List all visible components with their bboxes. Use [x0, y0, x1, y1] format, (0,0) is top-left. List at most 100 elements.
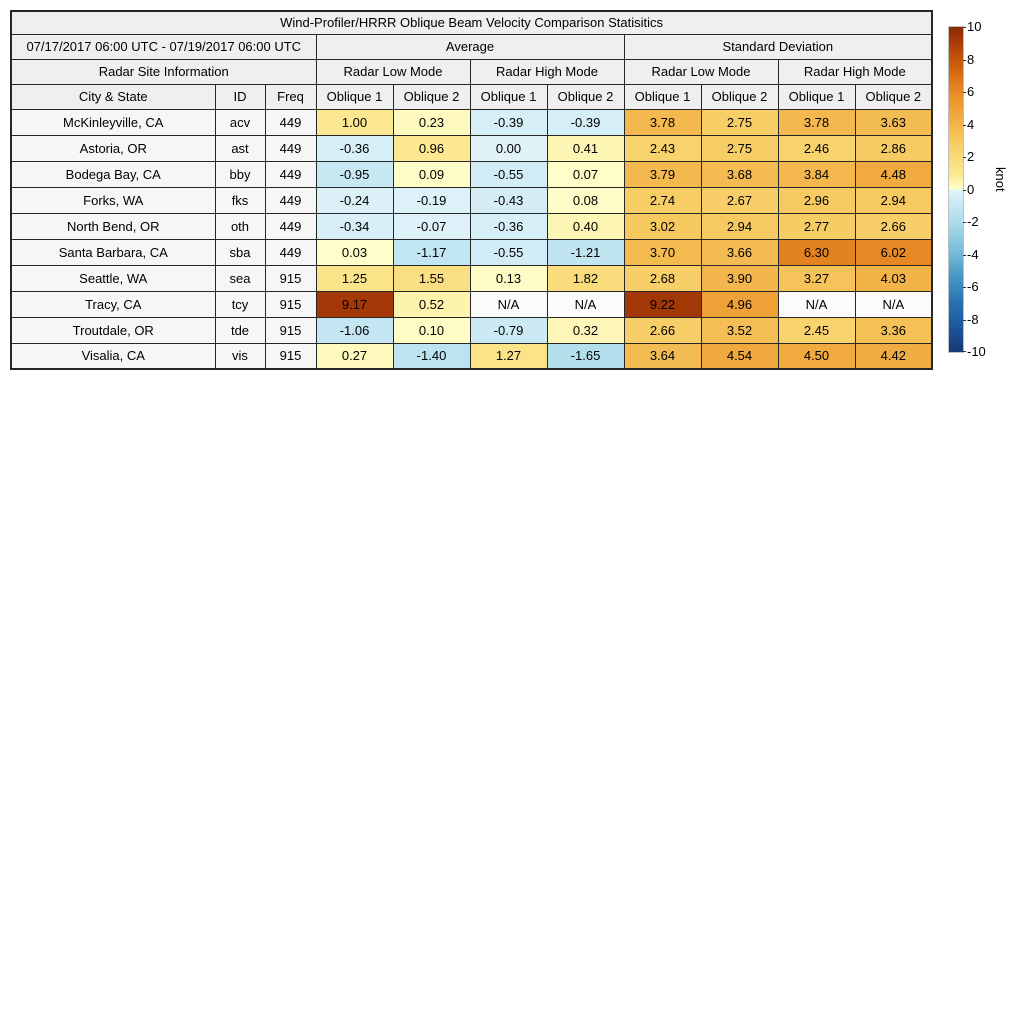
value-cell: 2.75 [700, 108, 779, 136]
value-cell: 1.00 [315, 108, 394, 136]
value-cell: 4.48 [854, 160, 933, 188]
value-cell: -0.55 [469, 160, 548, 188]
column-header-oblique: Oblique 1 [777, 83, 856, 110]
value-cell: 2.43 [623, 134, 702, 162]
value-cell: 0.41 [546, 134, 625, 162]
value-cell: -0.19 [392, 186, 471, 214]
value-cell: N/A [777, 290, 856, 318]
value-cell: 3.36 [854, 316, 933, 344]
colorbar-tickmark [963, 351, 966, 352]
column-header-city: City & State [10, 83, 216, 110]
colorbar-tick-label: -2 [967, 214, 979, 229]
site-id-cell: oth [214, 212, 266, 240]
value-cell: -0.36 [469, 212, 548, 240]
average-section-header: Average [315, 33, 625, 60]
site-id-cell: ast [214, 134, 266, 162]
table-row: Visalia, CA vis 915 0.27 -1.40 1.27 -1.65 3.64 4… [10, 342, 933, 370]
value-cell: 6.30 [777, 238, 856, 266]
value-cell: 4.03 [854, 264, 933, 292]
value-cell: 3.27 [777, 264, 856, 292]
value-cell: -1.06 [315, 316, 394, 344]
site-id-cell: vis [214, 342, 266, 370]
table-row: McKinleyville, CA acv 449 1.00 0.23 -0.39 -0.3… [10, 108, 933, 136]
column-header-oblique: Oblique 2 [392, 83, 471, 110]
value-cell: 3.79 [623, 160, 702, 188]
value-cell: 2.67 [700, 186, 779, 214]
city-cell: Bodega Bay, CA [10, 160, 216, 188]
colorbar-tick-label: 4 [967, 116, 975, 132]
colorbar-tick-label: 2 [967, 149, 975, 164]
value-cell: 0.10 [392, 316, 471, 344]
value-cell: 2.96 [777, 186, 856, 214]
colorbar-gradient [948, 26, 964, 353]
column-header-oblique: Oblique 2 [700, 83, 779, 110]
column-header-oblique: Oblique 2 [546, 83, 625, 110]
site-id-cell: fks [214, 186, 266, 214]
value-cell: -0.36 [315, 134, 394, 162]
colorbar-tickmark [963, 59, 966, 61]
city-cell: Forks, WA [10, 186, 216, 214]
value-cell: -0.95 [315, 160, 394, 188]
section-header-row: 07/17/2017 06:00 UTC - 07/19/2017 06:00 … [10, 33, 933, 60]
column-header-oblique: Oblique 1 [315, 83, 394, 110]
table-row: Troutdale, OR tde 915 -1.06 0.10 -0.79 0.32 2.6… [10, 316, 933, 344]
value-cell: 2.66 [623, 316, 702, 344]
value-cell: 0.03 [315, 238, 394, 266]
value-cell: 3.70 [623, 238, 702, 266]
mode-header-std-high: Radar High Mode [777, 58, 933, 85]
freq-cell: 449 [264, 160, 317, 188]
mode-header-row: Radar Site Information Radar Low Mode Ra… [10, 58, 933, 85]
colorbar-tick-label: -10 [967, 344, 986, 359]
value-cell: 3.66 [700, 238, 779, 266]
value-cell: 1.82 [546, 264, 625, 292]
value-cell: 0.40 [546, 212, 625, 240]
freq-cell: 449 [264, 238, 317, 266]
value-cell: 2.86 [854, 134, 933, 162]
table-row: Tracy, CA tcy 915 9.17 0.52 N/A N/A 9.22 4.96 N/A… [10, 290, 933, 318]
column-header-oblique: Oblique 2 [854, 83, 933, 110]
colorbar-tick-label: -6 [967, 279, 979, 294]
value-cell: -0.07 [392, 212, 471, 240]
value-cell: 3.63 [854, 108, 933, 136]
column-header-oblique: Oblique 1 [623, 83, 702, 110]
freq-cell: 449 [264, 186, 317, 214]
colorbar-tickmark [963, 157, 966, 158]
freq-cell: 449 [264, 108, 317, 136]
colorbar-tick-label: 0 [967, 181, 975, 197]
site-id-cell: sea [214, 264, 266, 292]
freq-cell: 915 [264, 264, 317, 292]
colorbar-tickmark [963, 222, 966, 223]
colorbar: 10 8 6 4 2 0 -2 -4 -6 -8 -10 knot [948, 19, 1008, 359]
table-row: North Bend, OR oth 449 -0.34 -0.07 -0.36 0.40 3… [10, 212, 933, 240]
value-cell: -0.43 [469, 186, 548, 214]
value-cell: 2.68 [623, 264, 702, 292]
column-header-id: ID [214, 83, 266, 110]
value-cell: 9.22 [623, 290, 702, 318]
value-cell: N/A [469, 290, 548, 318]
value-cell: 3.02 [623, 212, 702, 240]
colorbar-unit-label: knot [993, 167, 1008, 192]
date-range: 07/17/2017 06:00 UTC - 07/19/2017 06:00 … [10, 33, 317, 60]
site-id-cell: tde [214, 316, 266, 344]
value-cell: 0.32 [546, 316, 625, 344]
site-id-cell: acv [214, 108, 266, 136]
value-cell: 2.94 [700, 212, 779, 240]
value-cell: 2.66 [854, 212, 933, 240]
value-cell: 9.17 [315, 290, 394, 318]
value-cell: N/A [854, 290, 933, 318]
value-cell: 3.84 [777, 160, 856, 188]
value-cell: 0.13 [469, 264, 548, 292]
table-row: Seattle, WA sea 915 1.25 1.55 0.13 1.82 2.68 3.9… [10, 264, 933, 292]
site-id-cell: bby [214, 160, 266, 188]
value-cell: 3.68 [700, 160, 779, 188]
value-cell: 0.09 [392, 160, 471, 188]
colorbar-tickmark [963, 124, 966, 126]
column-header-freq: Freq [264, 83, 317, 110]
value-cell: 3.78 [777, 108, 856, 136]
value-cell: 3.64 [623, 342, 702, 370]
colorbar-tickmark [963, 92, 966, 93]
value-cell: 0.07 [546, 160, 625, 188]
value-cell: -1.21 [546, 238, 625, 266]
city-cell: Troutdale, OR [10, 316, 216, 344]
value-cell: 3.52 [700, 316, 779, 344]
